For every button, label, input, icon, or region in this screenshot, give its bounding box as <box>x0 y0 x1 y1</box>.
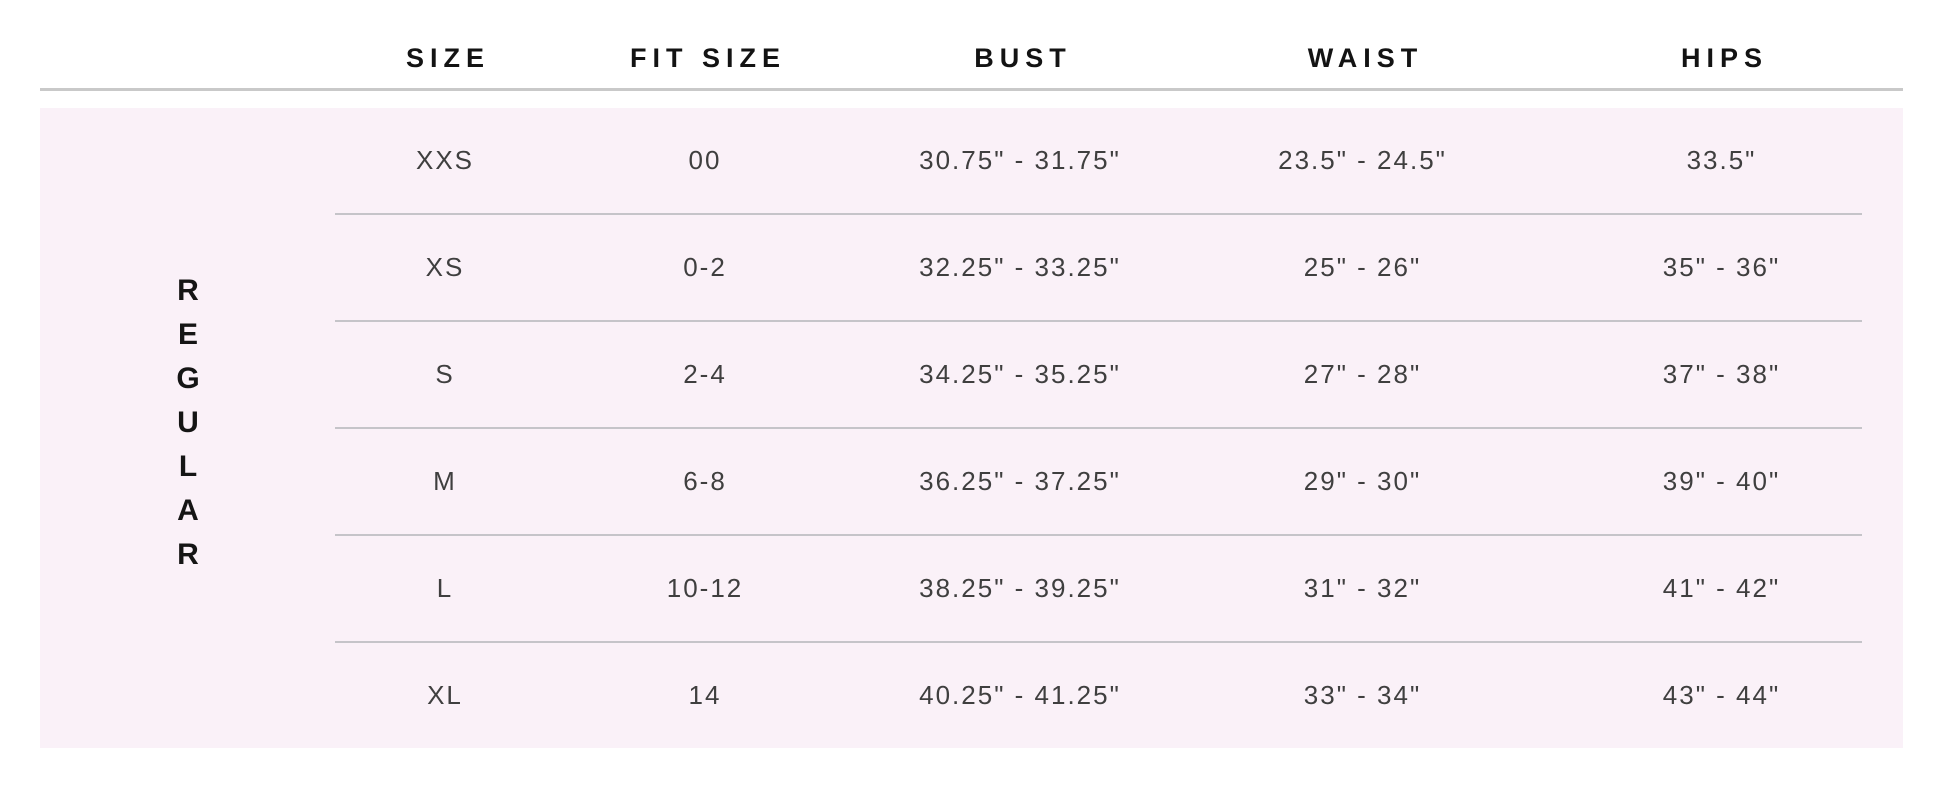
cell-waist: 33" - 34" <box>1303 680 1422 710</box>
cell-size: XS <box>425 252 465 282</box>
row-divider <box>335 427 1862 429</box>
table-row-l: L 10-12 38.25" - 39.25" 31" - 32" 41" - … <box>335 536 1903 641</box>
row-divider <box>335 320 1862 322</box>
size-chart-body: REGULAR XXS 00 30.75" - 31.75" 23.5" - 2… <box>40 108 1903 748</box>
row-divider <box>335 534 1862 536</box>
column-header-waist: WAIST <box>1307 43 1424 73</box>
size-group-label-regular: REGULAR <box>171 274 205 582</box>
cell-size: S <box>435 359 455 389</box>
cell-size: XL <box>427 680 463 710</box>
cell-bust: 40.25" - 41.25" <box>919 680 1121 710</box>
column-header-fit-size: FIT SIZE <box>630 43 786 73</box>
cell-hips: 39" - 40" <box>1662 466 1781 496</box>
size-chart-header-row: SIZE FIT SIZE BUST WAIST HIPS <box>40 0 1903 88</box>
cell-fit-size: 00 <box>688 145 722 175</box>
cell-size: L <box>436 573 454 603</box>
cell-waist: 27" - 28" <box>1303 359 1422 389</box>
cell-waist: 29" - 30" <box>1303 466 1422 496</box>
cell-size: M <box>433 466 457 496</box>
row-divider <box>335 213 1862 215</box>
row-divider <box>335 641 1862 643</box>
header-divider <box>40 88 1903 91</box>
cell-fit-size: 0-2 <box>683 252 727 282</box>
cell-hips: 33.5" <box>1686 145 1757 175</box>
table-row-xl: XL 14 40.25" - 41.25" 33" - 34" 43" - 44… <box>335 643 1903 748</box>
cell-bust: 34.25" - 35.25" <box>919 359 1121 389</box>
table-row-s: S 2-4 34.25" - 35.25" 27" - 28" 37" - 38… <box>335 322 1903 427</box>
table-row-xxs: XXS 00 30.75" - 31.75" 23.5" - 24.5" 33.… <box>335 108 1903 213</box>
cell-waist: 25" - 26" <box>1303 252 1422 282</box>
cell-size: XXS <box>415 145 475 175</box>
cell-hips: 41" - 42" <box>1662 573 1781 603</box>
cell-bust: 38.25" - 39.25" <box>919 573 1121 603</box>
cell-bust: 36.25" - 37.25" <box>919 466 1121 496</box>
cell-bust: 30.75" - 31.75" <box>919 145 1121 175</box>
cell-fit-size: 14 <box>688 680 722 710</box>
size-group-label-container: REGULAR <box>40 108 335 748</box>
size-chart: SIZE FIT SIZE BUST WAIST HIPS REGULAR XX… <box>40 0 1903 748</box>
cell-hips: 43" - 44" <box>1662 680 1781 710</box>
column-header-bust: BUST <box>974 43 1072 73</box>
column-header-size: SIZE <box>405 43 490 73</box>
column-header-hips: HIPS <box>1680 43 1769 73</box>
cell-waist: 31" - 32" <box>1303 573 1422 603</box>
cell-hips: 37" - 38" <box>1662 359 1781 389</box>
table-row-xs: XS 0-2 32.25" - 33.25" 25" - 26" 35" - 3… <box>335 215 1903 320</box>
table-row-m: M 6-8 36.25" - 37.25" 29" - 30" 39" - 40… <box>335 429 1903 534</box>
cell-fit-size: 2-4 <box>683 359 727 389</box>
cell-fit-size: 10-12 <box>666 573 744 603</box>
size-chart-rows: XXS 00 30.75" - 31.75" 23.5" - 24.5" 33.… <box>335 108 1903 748</box>
cell-waist: 23.5" - 24.5" <box>1278 145 1447 175</box>
cell-hips: 35" - 36" <box>1662 252 1781 282</box>
cell-bust: 32.25" - 33.25" <box>919 252 1121 282</box>
cell-fit-size: 6-8 <box>683 466 727 496</box>
